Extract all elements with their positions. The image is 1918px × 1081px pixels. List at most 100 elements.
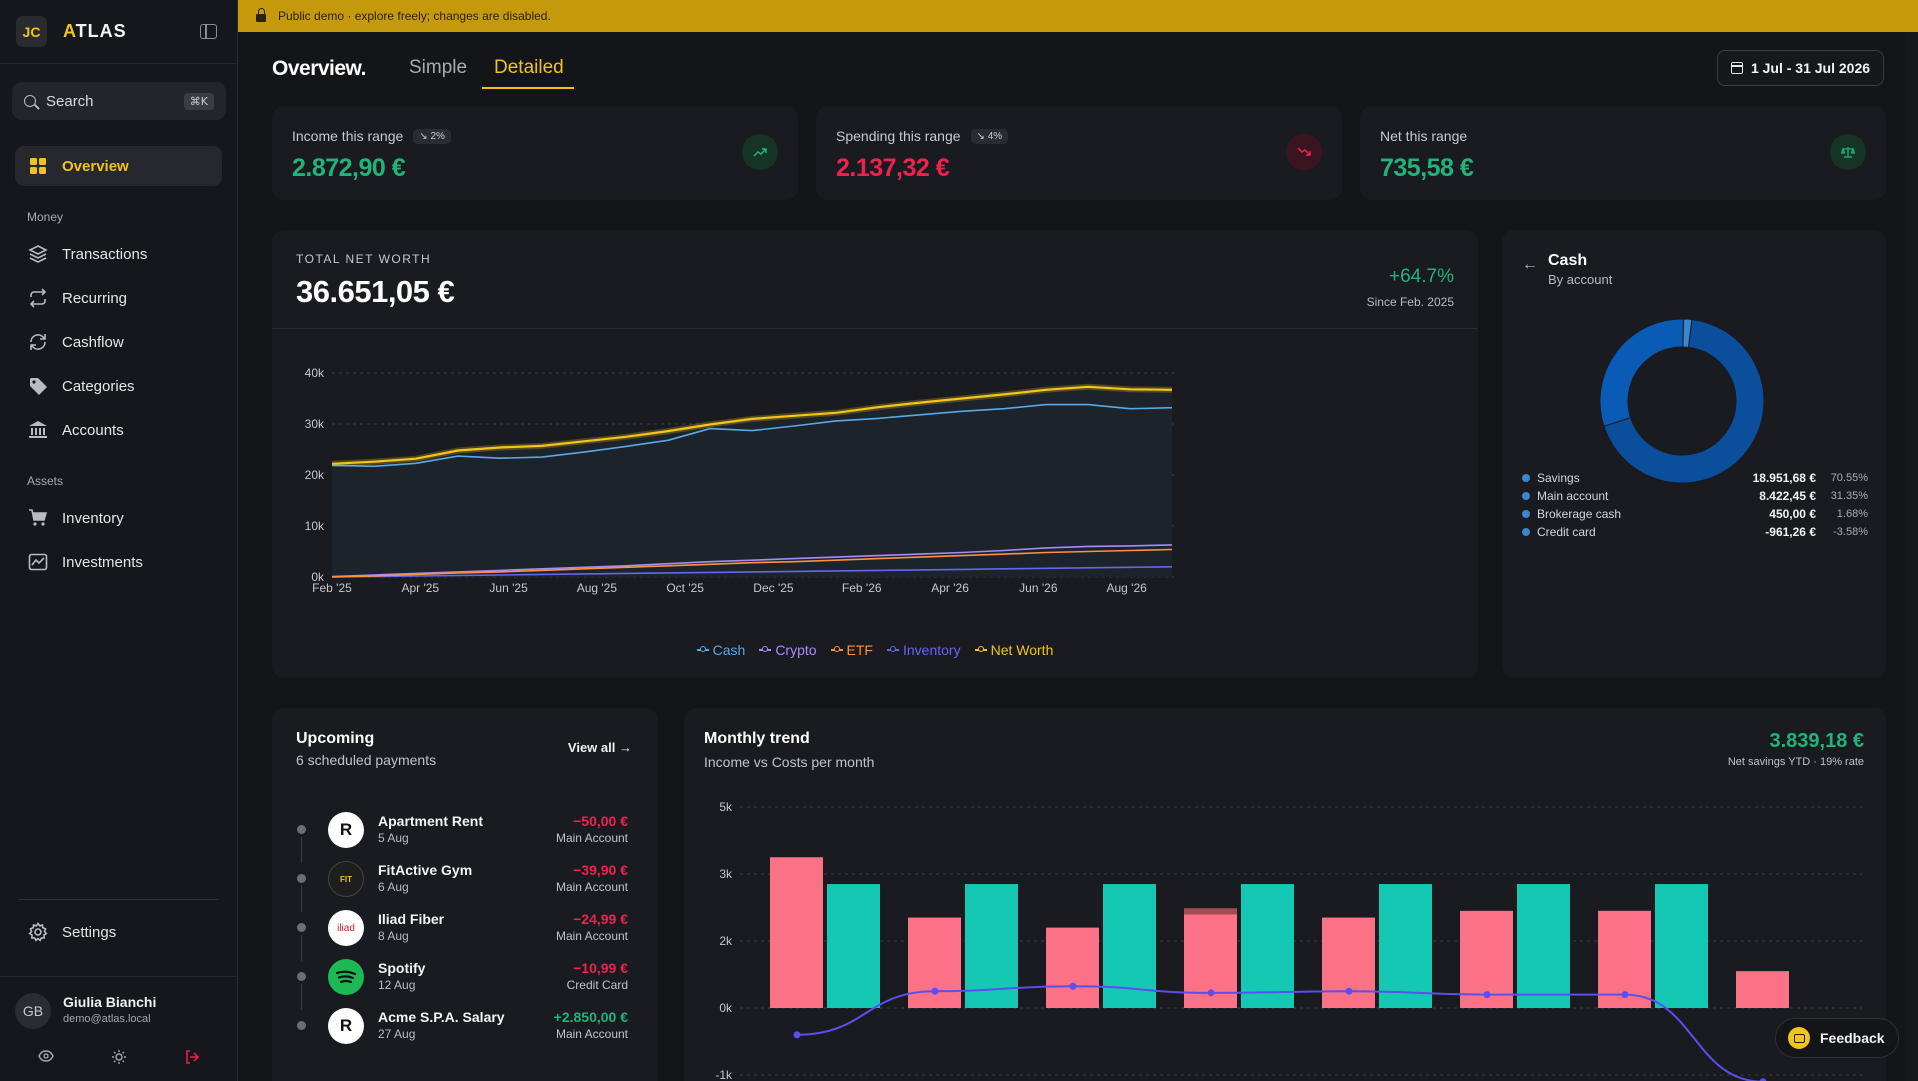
arrow-right-icon: → (619, 740, 632, 755)
upcoming-card: Upcoming 6 scheduled payments View all →… (272, 708, 658, 1081)
legend-item-etf[interactable]: ETF (830, 642, 873, 658)
stat-value: 735,58 € (1380, 154, 1474, 182)
feedback-button[interactable]: Feedback (1775, 1018, 1899, 1058)
search-input[interactable] (46, 92, 176, 110)
app-logo[interactable]: ATLAS (63, 21, 127, 41)
banner-text: Public demo · explore freely; changes ar… (278, 9, 551, 23)
net-point (1759, 1078, 1767, 1081)
upcoming-item[interactable]: iliad Iliad Fiber 8 Aug −24,99 € Main Accoun… (272, 901, 658, 961)
cash-account-row[interactable]: Savings 18.951,68 € 70.55% (1522, 468, 1868, 488)
legend-item-net-worth[interactable]: Net Worth (974, 642, 1053, 658)
merchant-logo: iliad (328, 910, 364, 946)
stat-card-income: Income this range ↘ 2% 2.872,90 € (272, 106, 798, 200)
account-name: Savings (1537, 471, 1580, 485)
timeline-dot (297, 874, 306, 883)
donut-slice-brokerage-cash (1682, 318, 1693, 348)
legend-mark (696, 646, 709, 652)
payment-date: 12 Aug (378, 978, 416, 992)
net-worth-chart[interactable]: 0k 10k 20k 30k 40k Feb '25 Apr '25 Jun '25 Aug '… (272, 230, 1478, 640)
payment-account: Main Account (555, 880, 628, 894)
sidebar-item-inventory[interactable]: Inventory (15, 498, 222, 538)
payment-account: Main Account (555, 831, 628, 845)
y-tick-label: -1k (715, 1068, 733, 1081)
y-tick-label: 2k (719, 934, 733, 948)
sidebar-item-overview[interactable]: Overview (15, 146, 222, 186)
net-point (1207, 989, 1215, 997)
payment-account: Main Account (555, 929, 628, 943)
grid-icon (28, 156, 48, 176)
tab-detailed[interactable]: Detailed (494, 57, 564, 78)
cash-title: Cash (1548, 252, 1588, 269)
account-percent: 70.55% (1830, 472, 1868, 484)
sidebar-toggle-icon[interactable] (200, 24, 217, 39)
payment-amount: −24,99 € (573, 911, 628, 927)
sidebar: JC ATLAS ⌘K Overview Money Transactions … (0, 0, 238, 1081)
sidebar-item-settings[interactable]: Settings (15, 912, 222, 952)
tab-active-indicator (482, 87, 574, 89)
merchant-logo: R (328, 1008, 364, 1044)
bar-income (1241, 884, 1294, 1008)
payment-name: Apartment Rent (378, 813, 484, 829)
avatar[interactable]: GB (15, 993, 51, 1029)
legend-dot (1522, 474, 1530, 482)
bar-income (1379, 884, 1432, 1008)
view-all-link[interactable]: View all → (567, 740, 632, 755)
scrollbar[interactable] (1905, 32, 1918, 1081)
cash-account-row[interactable]: Credit card -961,26 € -3.58% (1522, 522, 1868, 542)
legend-item-inventory[interactable]: Inventory (887, 642, 961, 658)
net-worth-value: 36.651,05 € (296, 274, 455, 309)
cart-icon (28, 508, 48, 528)
workspace-badge[interactable]: JC (16, 16, 47, 47)
legend-item-crypto[interactable]: Crypto (759, 642, 817, 658)
net-point (1483, 991, 1491, 999)
sidebar-item-transactions[interactable]: Transactions (15, 234, 222, 274)
y-tick-label: 5k (719, 800, 733, 814)
bar-income (1517, 884, 1570, 1008)
cash-account-row[interactable]: Brokerage cash 450,00 € 1.68% (1522, 504, 1868, 524)
sidebar-item-investments[interactable]: Investments (15, 542, 222, 582)
upcoming-item[interactable]: Spotify 12 Aug −10,99 € Credit Card (272, 950, 658, 1010)
cash-account-row[interactable]: Main account 8.422,45 € 31.35% (1522, 486, 1868, 506)
back-arrow-icon[interactable]: ← (1522, 256, 1538, 273)
series-line-net-worth (331, 385, 1173, 465)
bar-income (1655, 884, 1708, 1008)
gear-icon (28, 922, 48, 942)
net-point (1621, 991, 1629, 999)
x-tick-label: Dec '25 (753, 581, 794, 595)
x-tick-label: Apr '25 (401, 581, 439, 595)
sidebar-item-recurring[interactable]: Recurring (15, 278, 222, 318)
cash-donut-chart[interactable] (1502, 230, 1886, 570)
tab-simple[interactable]: Simple (409, 57, 468, 78)
bank-icon (28, 420, 48, 440)
payment-name: Spotify (378, 960, 426, 976)
legend-dot (1522, 492, 1530, 500)
eye-icon[interactable] (38, 1049, 54, 1066)
area-fill-net-worth (332, 386, 1172, 577)
sidebar-item-accounts[interactable]: Accounts (15, 410, 222, 450)
series-line-inventory (331, 566, 1173, 578)
y-tick-label: 40k (305, 366, 325, 380)
sidebar-item-categories[interactable]: Categories (15, 366, 222, 406)
sidebar-item-cashflow[interactable]: Cashflow (15, 322, 222, 362)
date-range-button[interactable]: 1 Jul - 31 Jul 2026 (1717, 50, 1884, 86)
sun-icon[interactable] (111, 1049, 127, 1068)
monthly-trend-chart[interactable]: -1k 0k 2k 3k 5k (684, 708, 1886, 1081)
sidebar-item-label: Inventory (62, 509, 124, 527)
upcoming-item[interactable]: R Apartment Rent 5 Aug −50,00 € Main Account (272, 803, 658, 863)
account-amount: 8.422,45 € (1759, 489, 1816, 503)
upcoming-item[interactable]: FIT FitActive Gym 6 Aug −39,90 € Main Accoun… (272, 852, 658, 912)
stat-change-badge: ↘ 2% (413, 128, 451, 144)
upcoming-item[interactable]: R Acme S.P.A. Salary 27 Aug +2.850,00 € Main… (272, 999, 658, 1059)
sidebar-item-label: Settings (62, 923, 117, 941)
upcoming-subtitle: 6 scheduled payments (296, 752, 437, 768)
payment-amount: −39,90 € (573, 862, 628, 878)
upcoming-title: Upcoming (296, 730, 375, 747)
trend-down-icon (1286, 134, 1322, 170)
payment-amount: −10,99 € (573, 960, 628, 976)
sidebar-item-label: Investments (62, 553, 143, 571)
logout-icon[interactable] (184, 1049, 200, 1068)
legend-item-cash[interactable]: Cash (696, 642, 745, 658)
payment-account: Credit Card (566, 978, 628, 992)
search-box[interactable]: ⌘K (12, 82, 226, 120)
stat-value: 2.137,32 € (836, 154, 950, 182)
